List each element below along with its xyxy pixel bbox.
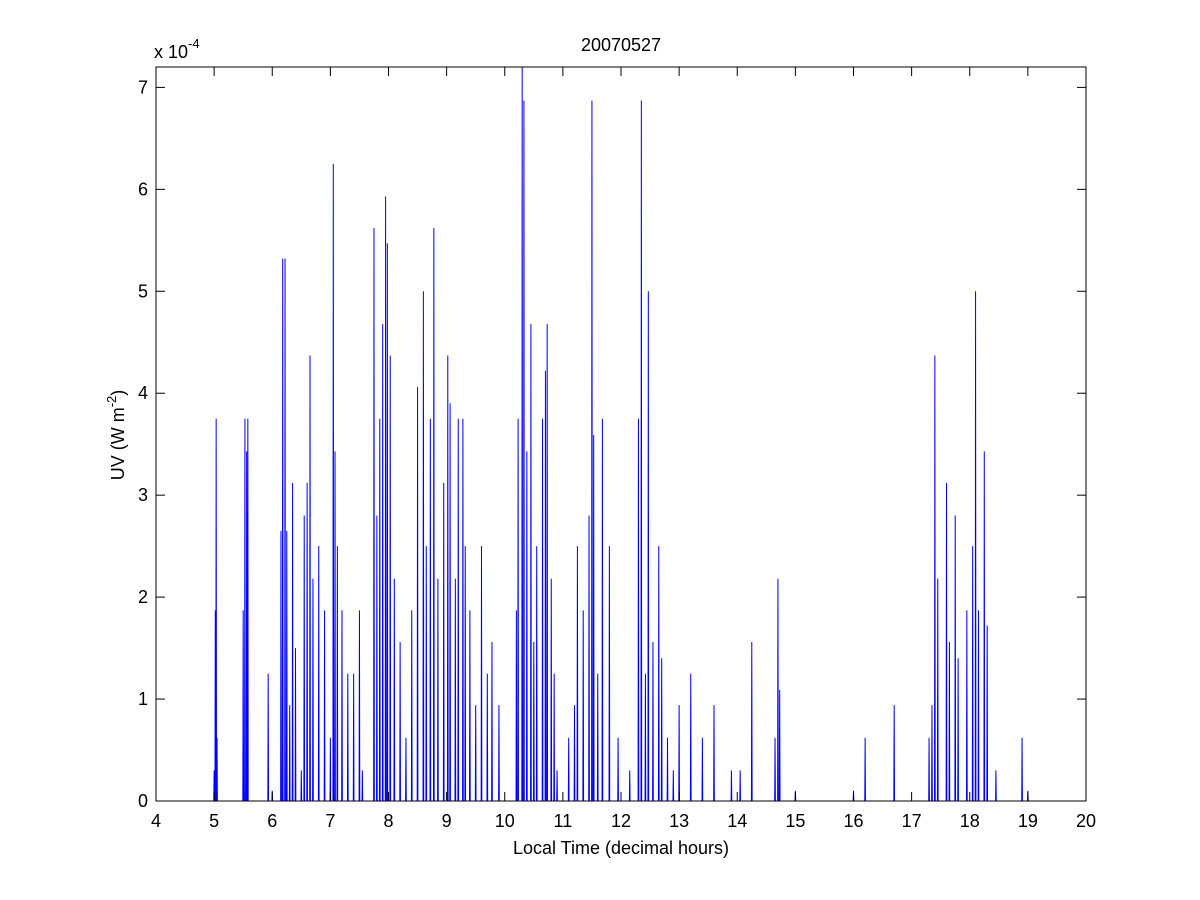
x-tick-label: 16: [843, 811, 863, 831]
x-tick-label: 5: [209, 811, 219, 831]
x-tick-label: 15: [785, 811, 805, 831]
x-tick-label: 14: [727, 811, 747, 831]
y-tick-label: 7: [138, 77, 148, 97]
x-tick-label: 10: [495, 811, 515, 831]
y-multiplier: x 10-4: [154, 36, 200, 62]
y-tick-label: 3: [138, 485, 148, 505]
x-tick-label: 4: [151, 811, 161, 831]
y-multiplier-base: x 10: [154, 42, 188, 62]
x-tick-label: 12: [611, 811, 631, 831]
x-tick-label: 7: [325, 811, 335, 831]
chart-title: 20070527: [581, 35, 661, 55]
y-label-sup: -2: [104, 396, 119, 408]
y-tick-label: 2: [138, 587, 148, 607]
x-tick-label: 19: [1018, 811, 1038, 831]
x-tick-label: 11: [554, 811, 573, 831]
x-tick-label: 13: [669, 811, 689, 831]
x-tick-label: 9: [442, 811, 452, 831]
x-tick-label: 18: [960, 811, 980, 831]
x-axis-label: Local Time (decimal hours): [513, 838, 729, 858]
y-label-end: ): [108, 390, 128, 396]
x-tick-label: 20: [1076, 811, 1096, 831]
y-axis-label: UV (W m-2): [104, 390, 128, 481]
y-tick-label: 0: [138, 791, 148, 811]
y-tick-label: 1: [138, 689, 148, 709]
y-tick-label: 6: [138, 179, 148, 199]
y-multiplier-exp: -4: [188, 36, 200, 51]
y-tick-label: 5: [138, 281, 148, 301]
x-tick-label: 6: [267, 811, 277, 831]
x-tick-label: 17: [902, 811, 922, 831]
y-tick-label: 4: [138, 383, 148, 403]
data-line: [213, 66, 1029, 802]
y-label-main: UV (W m: [108, 407, 128, 480]
x-tick-label: 8: [383, 811, 393, 831]
